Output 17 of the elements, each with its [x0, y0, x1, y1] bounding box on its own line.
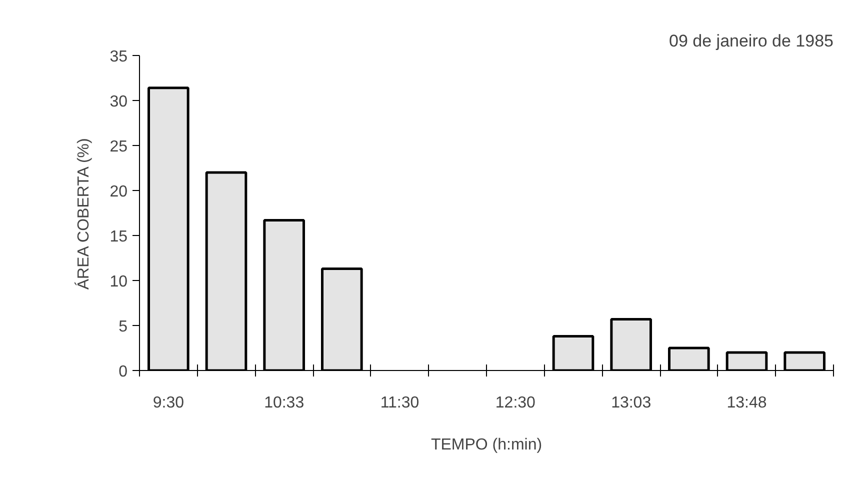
x-tick-label: 13:03: [611, 394, 652, 412]
y-tick-label: 30: [110, 94, 128, 110]
chart-title: 09 de janeiro de 1985: [669, 32, 834, 50]
x-tick-label: 13:48: [726, 394, 767, 412]
y-tick-label: 5: [118, 318, 128, 336]
y-axis-title: ÁREA COBERTA (%): [74, 138, 93, 290]
x-tick-label: 12:30: [495, 394, 536, 412]
y-tick-label: 35: [110, 48, 128, 66]
x-axis-title: TEMPO (h:min): [430, 436, 542, 454]
x-tick-label: 9:30: [152, 394, 184, 412]
y-tick-label: 25: [110, 138, 128, 156]
y-tick-label: 0: [118, 364, 128, 380]
y-tick-label: 20: [110, 184, 128, 200]
x-tick-label: 11:30: [380, 394, 420, 412]
y-tick-label: 15: [110, 228, 128, 246]
x-tick-label: 10:33: [264, 394, 304, 412]
y-tick-label: 10: [110, 274, 128, 290]
